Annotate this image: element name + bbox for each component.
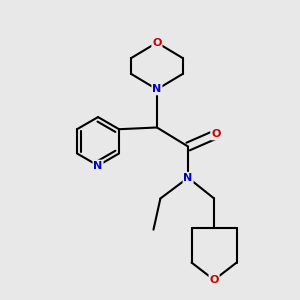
Text: N: N	[184, 173, 193, 183]
Text: O: O	[152, 38, 162, 48]
Text: N: N	[152, 84, 162, 94]
Text: O: O	[209, 275, 219, 285]
Text: O: O	[211, 129, 220, 140]
Text: N: N	[93, 160, 103, 171]
